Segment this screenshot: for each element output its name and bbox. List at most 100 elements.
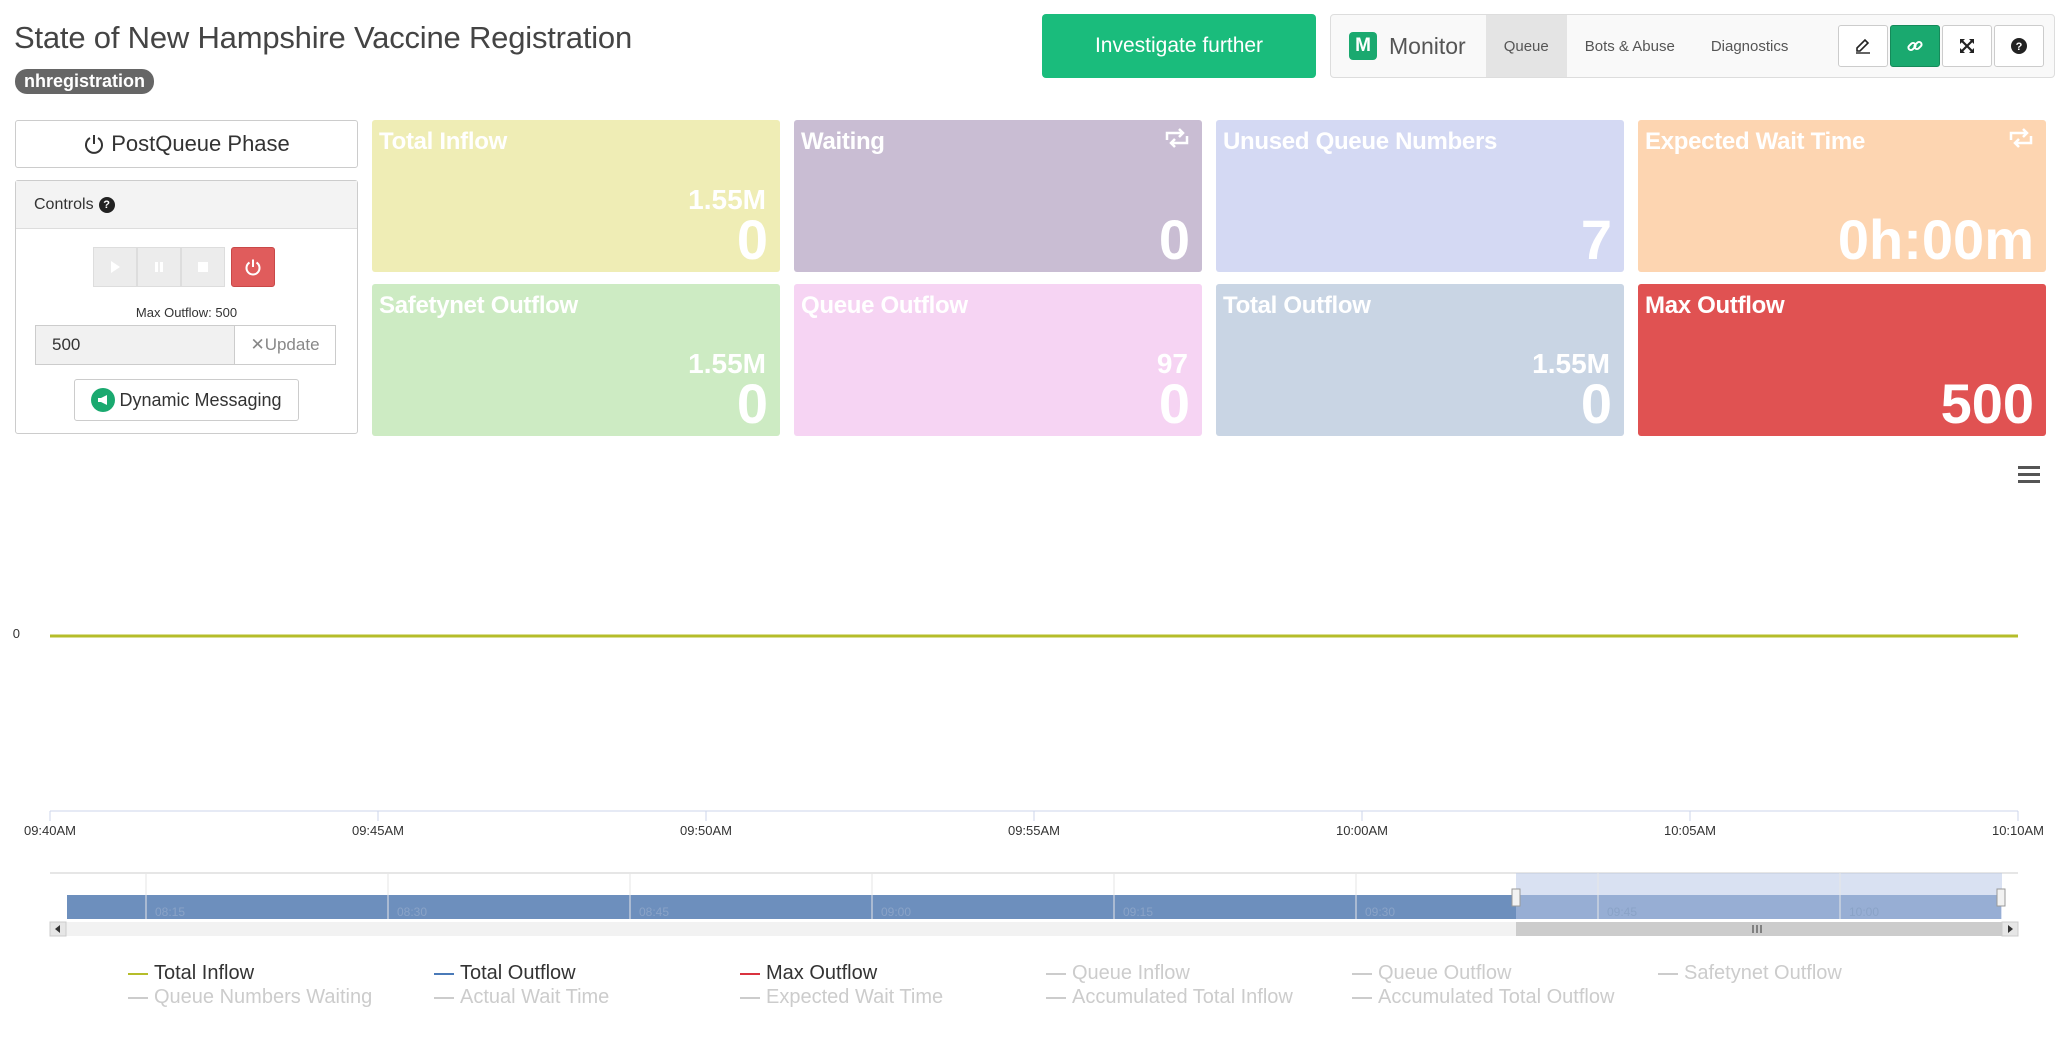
play-icon: [111, 261, 120, 273]
help-icon[interactable]: ?: [98, 196, 115, 213]
legend-swatch: [1352, 972, 1372, 975]
fullscreen-button[interactable]: [1942, 25, 1992, 67]
monitor-label: Monitor: [1389, 32, 1466, 59]
card-queue-outflow: Queue Outflow 97 0: [794, 284, 1202, 436]
card-expected-wait-time: Expected Wait Time 0h:00m: [1638, 120, 2046, 272]
play-button[interactable]: [93, 247, 137, 287]
card-title: Waiting: [801, 128, 885, 155]
legend-label: Queue Inflow: [1072, 962, 1190, 984]
update-label: Update: [264, 335, 320, 354]
investigate-further-button[interactable]: Investigate further: [1042, 14, 1316, 78]
card-title: Total Inflow: [379, 128, 507, 155]
navigator-scrollbar-thumb[interactable]: [1516, 922, 2002, 936]
stop-icon: [198, 262, 208, 272]
stop-button[interactable]: [181, 247, 225, 287]
x-tick-label: 10:05AM: [1664, 823, 1716, 838]
help-button[interactable]: ?: [1994, 25, 2044, 67]
navigator-label: 08:45: [639, 905, 669, 919]
navigator-handle-right[interactable]: [1996, 888, 2006, 907]
y-tick-label: 0: [13, 626, 20, 641]
x-axis-ticks: 09:40AM 09:45AM 09:50AM 09:55AM 10:00AM 10:05…: [24, 811, 2044, 838]
legend-swatch: [434, 996, 454, 999]
tab-bots-abuse[interactable]: Bots & Abuse: [1584, 37, 1675, 55]
legend-item[interactable]: Actual Wait Time: [434, 986, 609, 1009]
card-title: Safetynet Outflow: [379, 292, 578, 319]
refresh-icon[interactable]: [2006, 126, 2036, 150]
legend-item[interactable]: Accumulated Total Inflow: [1046, 986, 1293, 1009]
legend-label: Accumulated Total Outflow: [1378, 986, 1615, 1008]
controls-header: Controls ?: [16, 181, 357, 229]
card-value: 0: [1158, 372, 1190, 435]
pause-button[interactable]: [137, 247, 181, 287]
max-outflow-input[interactable]: [35, 325, 235, 365]
x-tick-label: 10:00AM: [1336, 823, 1388, 838]
update-button[interactable]: ✕ Update: [234, 325, 336, 365]
card-unused-queue-numbers: Unused Queue Numbers 7: [1216, 120, 1624, 272]
tab-queue[interactable]: Queue: [1485, 15, 1567, 77]
legend-item[interactable]: Expected Wait Time: [740, 986, 943, 1009]
legend-swatch: [740, 996, 760, 999]
card-value: 0: [736, 208, 768, 271]
megaphone-icon: [91, 388, 116, 412]
legend-label: Total Inflow: [154, 962, 255, 984]
chart-navigator[interactable]: 08:15 08:30 08:45 09:00 09:15 09:30 09:45 10:00: [49, 872, 2019, 937]
edit-icon: [1856, 38, 1870, 54]
legend-item[interactable]: Queue Inflow: [1046, 962, 1190, 985]
navigator-label: 09:45: [1607, 905, 1637, 919]
card-title: Total Outflow: [1223, 292, 1371, 319]
card-total-outflow: Total Outflow 1.55M 0: [1216, 284, 1624, 436]
tab-diagnostics[interactable]: Diagnostics: [1710, 37, 1789, 55]
card-title: Max Outflow: [1645, 292, 1785, 319]
legend-item[interactable]: Queue Outflow: [1352, 962, 1511, 985]
page-title: State of New Hampshire Vaccine Registrat…: [14, 20, 632, 55]
card-subvalue: 1.55M: [688, 184, 766, 215]
legend-swatch: [1352, 996, 1372, 999]
legend-item[interactable]: Total Outflow: [434, 962, 576, 985]
card-title: Queue Outflow: [801, 292, 968, 319]
card-subvalue: 1.55M: [688, 348, 766, 379]
power-button[interactable]: [231, 247, 275, 287]
refresh-icon[interactable]: [1162, 126, 1192, 150]
legend-swatch: [434, 972, 454, 975]
legend-swatch: [740, 972, 760, 975]
legend-item[interactable]: Max Outflow: [740, 962, 877, 985]
navigator-label: 08:30: [397, 905, 427, 919]
legend-item[interactable]: Safetynet Outflow: [1658, 962, 1842, 985]
y-axis-ticks: 0: [13, 626, 20, 641]
legend-swatch: [1046, 996, 1066, 999]
legend-item[interactable]: Queue Numbers Waiting: [128, 986, 372, 1009]
edit-button[interactable]: [1838, 25, 1888, 67]
navigator-selection[interactable]: [1516, 873, 2002, 919]
legend-label: Total Outflow: [460, 962, 576, 984]
dynamic-messaging-button[interactable]: Dynamic Messaging: [74, 379, 299, 421]
x-tick-label: 10:10AM: [1992, 823, 2044, 838]
legend-label: Accumulated Total Inflow: [1072, 986, 1293, 1008]
card-value: 0: [1158, 208, 1190, 271]
monitor-nav-bar: M Monitor Queue Bots & Abuse Diagnostics…: [1330, 14, 2055, 78]
legend-label: Queue Outflow: [1378, 962, 1512, 984]
legend-label: Actual Wait Time: [460, 986, 610, 1008]
navigator-handle-left[interactable]: [1511, 888, 1521, 907]
help-icon: ?: [2011, 38, 2027, 54]
postqueue-phase-button[interactable]: PostQueue Phase: [15, 120, 358, 168]
card-max-outflow: Max Outflow 500: [1638, 284, 2046, 436]
legend-label: Safetynet Outflow: [1684, 962, 1842, 984]
chart-menu-icon[interactable]: [2018, 466, 2040, 483]
x-tick-label: 09:45AM: [352, 823, 404, 838]
queue-control-buttons: [93, 247, 275, 287]
card-value: 0: [1580, 372, 1612, 435]
dynamic-messaging-label: Dynamic Messaging: [119, 389, 282, 410]
card-waiting: Waiting 0: [794, 120, 1202, 272]
legend-swatch: [128, 972, 148, 975]
legend-item[interactable]: Accumulated Total Outflow: [1352, 986, 1614, 1009]
link-button[interactable]: [1890, 25, 1940, 67]
pause-icon: [155, 262, 163, 272]
legend-label: Expected Wait Time: [766, 986, 944, 1008]
card-value: 500: [1940, 372, 2034, 435]
card-subvalue: 97: [1156, 348, 1188, 379]
controls-panel: Controls ? Max Outflow: 500 ✕ Update Dyn…: [15, 180, 358, 434]
max-outflow-label: Max Outflow: 500: [135, 305, 238, 320]
card-subvalue: 1.55M: [1532, 348, 1610, 379]
card-value: 7: [1580, 208, 1612, 271]
legend-item[interactable]: Total Inflow: [128, 962, 254, 985]
